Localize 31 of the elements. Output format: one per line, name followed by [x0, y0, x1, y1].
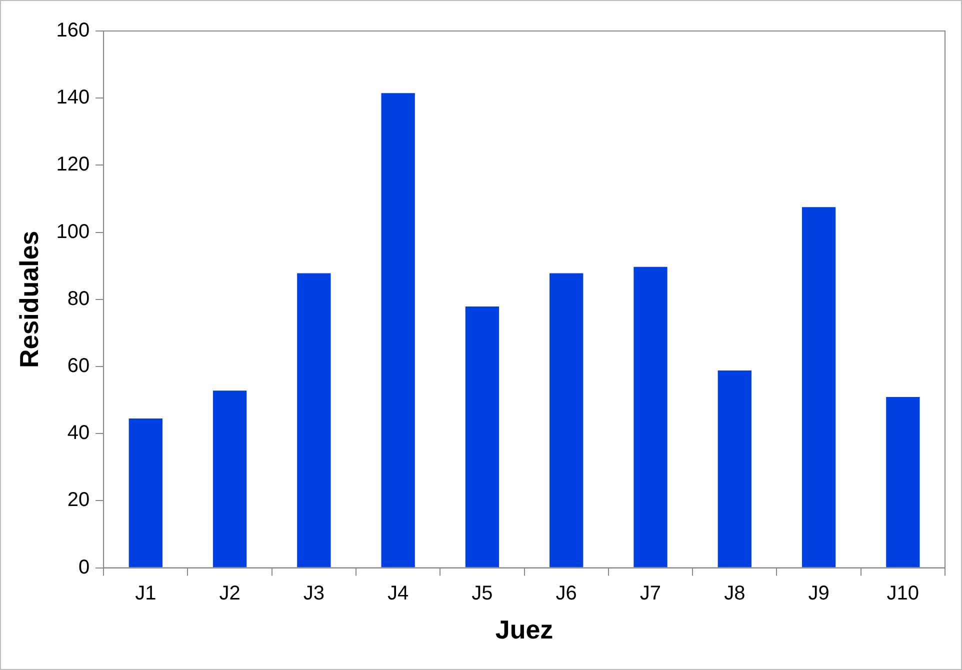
y-axis-title: Residuales	[14, 230, 44, 368]
bar	[550, 273, 584, 568]
bar	[718, 370, 752, 568]
x-tick-label: J6	[556, 582, 577, 604]
x-tick-label: J2	[219, 582, 240, 604]
bar	[886, 397, 920, 568]
y-tick-label: 0	[78, 556, 90, 578]
bar	[802, 207, 836, 568]
y-tick-label: 80	[67, 288, 90, 310]
x-axis-title: Juez	[495, 614, 554, 645]
y-tick-label: 20	[67, 489, 90, 512]
y-tick-label: 40	[67, 422, 90, 444]
x-tick-label: J3	[303, 582, 324, 604]
y-tick-label: 160	[56, 20, 90, 42]
x-tick-label: J1	[135, 582, 156, 604]
y-tick-label: 120	[56, 154, 90, 176]
bar	[465, 306, 500, 568]
y-tick-label: 100	[56, 220, 90, 243]
x-tick-label: J9	[808, 582, 830, 604]
x-tick-label: J7	[640, 582, 662, 604]
bar	[381, 93, 415, 568]
y-tick-label: 60	[67, 355, 90, 378]
bar	[128, 418, 162, 568]
x-tick-label: J4	[388, 582, 409, 604]
bar	[297, 273, 331, 568]
x-tick-label: J10	[886, 582, 920, 604]
x-tick-label: J5	[472, 582, 493, 604]
x-tick-label: J8	[724, 582, 746, 604]
y-tick-label: 140	[56, 86, 90, 109]
bar	[634, 266, 668, 568]
bar	[212, 390, 247, 568]
